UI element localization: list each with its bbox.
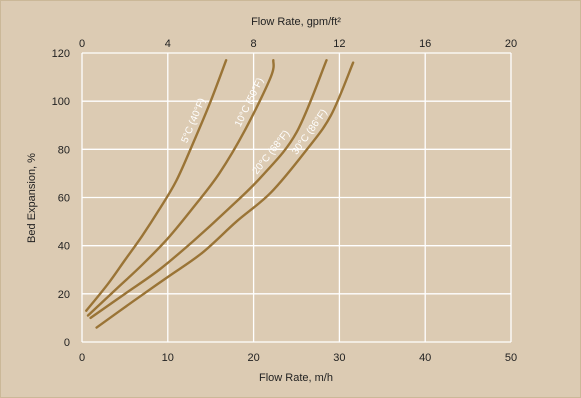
y-tick-label: 0	[64, 337, 70, 349]
x-axis-title: Flow Rate, m/h	[259, 372, 333, 384]
x-tick-label: 0	[79, 352, 85, 364]
y-tick-label: 120	[52, 48, 70, 60]
y-axis-ticks: 0 20 40 60 80 100 120	[52, 48, 70, 349]
x-tick-label: 40	[419, 352, 431, 364]
x-tick-label: 30	[333, 352, 345, 364]
series-line	[89, 59, 328, 320]
top-tick-label: 12	[333, 38, 345, 50]
x-axis-ticks: 0 10 20 30 40 50	[79, 352, 517, 364]
series-lines	[85, 59, 355, 329]
top-tick-label: 0	[79, 38, 85, 50]
top-tick-label: 4	[165, 38, 171, 50]
x-tick-label: 10	[162, 352, 174, 364]
series-line	[95, 61, 355, 329]
y-tick-label: 40	[58, 241, 70, 253]
series-line	[86, 59, 275, 317]
series-labels: 5°C (40°F) 10°C (50°F)20°C (68°F)30°C (86…	[180, 76, 330, 177]
y-tick-label: 80	[58, 144, 70, 156]
y-tick-label: 20	[58, 289, 70, 301]
x-tick-label: 50	[505, 352, 517, 364]
top-tick-label: 20	[505, 38, 517, 50]
y-tick-label: 100	[52, 96, 70, 108]
series-label: 20°C (68°F)	[251, 128, 293, 176]
top-tick-label: 16	[419, 38, 431, 50]
top-tick-label: 8	[251, 38, 257, 50]
grid	[81, 52, 512, 343]
y-tick-label: 60	[58, 193, 70, 205]
top-axis-ticks: 0 4 8 12 16 20	[79, 38, 517, 50]
top-axis-title: Flow Rate, gpm/ft²	[251, 16, 341, 28]
y-axis-title: Bed Expansion, %	[26, 153, 38, 243]
x-tick-label: 20	[247, 352, 259, 364]
series-line	[85, 59, 228, 312]
